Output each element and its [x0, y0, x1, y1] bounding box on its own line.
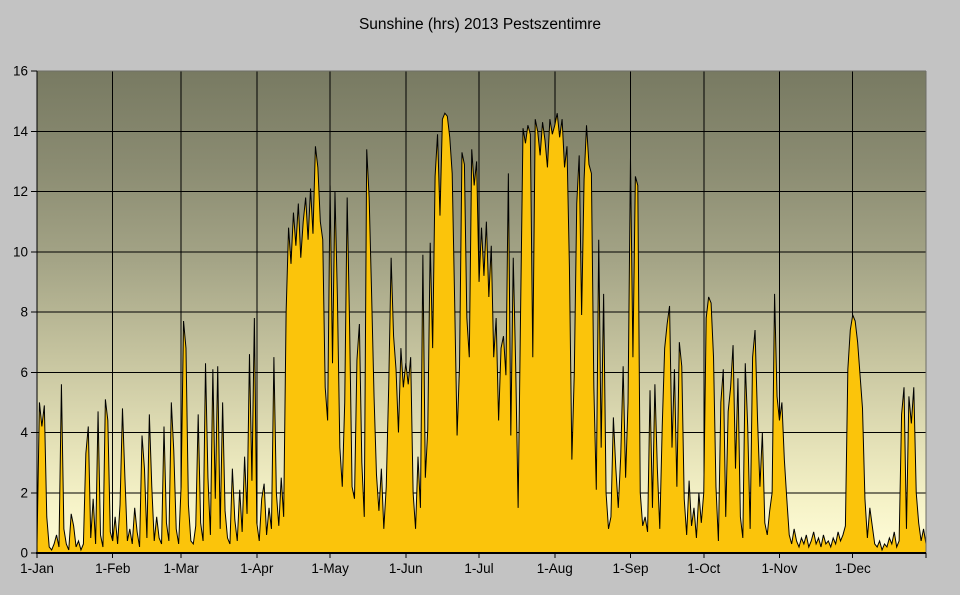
x-axis-label: 1-Apr: [240, 561, 274, 576]
x-axis-label: 1-Jun: [389, 561, 423, 576]
chart-title: Sunshine (hrs) 2013 Pestszentimre: [358, 16, 602, 33]
y-axis-label: 10: [13, 244, 28, 259]
y-axis-label: 4: [20, 425, 28, 440]
x-axis-label: 1-Sep: [612, 561, 648, 576]
x-axis-label: 1-Dec: [835, 561, 871, 576]
x-axis-label: 1-Nov: [761, 561, 797, 576]
y-axis-label: 8: [20, 305, 28, 320]
x-axis-label: 1-Jan: [20, 561, 54, 576]
x-axis-label: 1-Jul: [464, 561, 493, 576]
y-axis-label: 14: [13, 124, 29, 139]
sunshine-area-series: [36, 112, 927, 554]
y-axis-label: 2: [20, 485, 28, 500]
x-axis-label: 1-Feb: [95, 561, 130, 576]
x-axis-label: 1-May: [311, 561, 349, 576]
x-axis-label: 1-Mar: [163, 561, 199, 576]
y-axis-label: 6: [20, 365, 28, 380]
x-axis-label: 1-Aug: [537, 561, 573, 576]
y-axis-label: 0: [20, 546, 28, 561]
x-axis-label: 1-Oct: [687, 561, 720, 576]
y-axis-label: 12: [13, 184, 28, 199]
y-axis-label: 16: [13, 64, 28, 79]
